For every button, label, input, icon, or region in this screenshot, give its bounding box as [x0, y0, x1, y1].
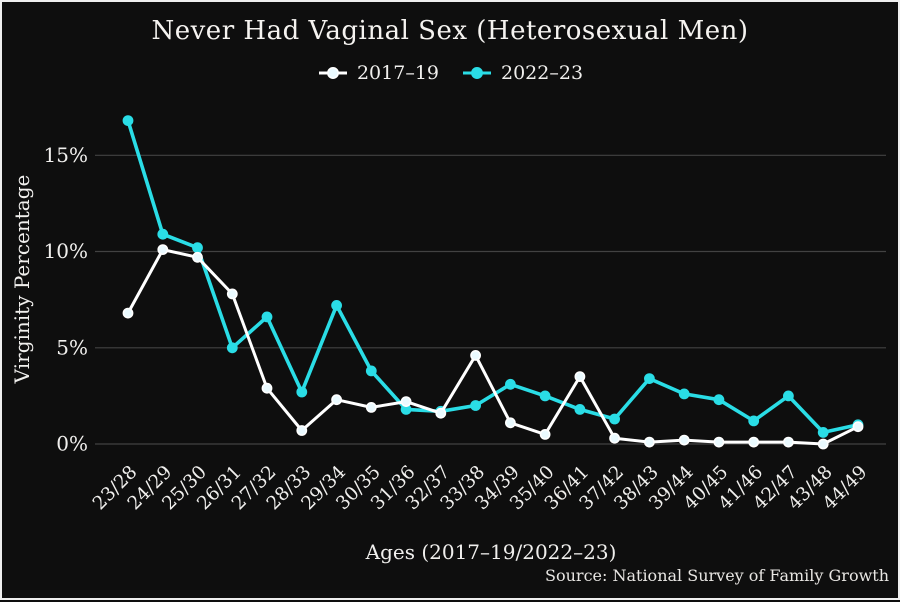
data-point-2022–23: [783, 390, 794, 402]
data-point-2017–19: [435, 407, 447, 419]
data-point-2022–23: [504, 378, 516, 390]
data-point-2017–19: [400, 396, 412, 407]
data-point-2017–19: [470, 349, 481, 361]
data-point-2017–19: [504, 417, 516, 429]
data-point-2022–23: [226, 342, 238, 354]
y-tick-label: 10%: [44, 239, 88, 263]
data-point-2022–23: [574, 403, 586, 415]
data-point-2017–19: [783, 436, 794, 448]
data-point-2017–19: [261, 382, 273, 394]
series-line-2017–19: [126, 248, 860, 446]
source-note: Source: National Survey of Family Growth: [545, 566, 889, 585]
legend-marker-2022-23-icon: [463, 67, 491, 79]
y-axis-title: Virginity Percentage: [10, 174, 34, 384]
legend-item-2022-23: 2022–23: [461, 62, 583, 84]
data-point-2022–23: [157, 228, 169, 240]
data-point-2017–19: [226, 288, 238, 300]
data-point-2017–19: [539, 428, 551, 440]
data-point-2017–19: [192, 251, 203, 263]
chart-title: Never Had Vaginal Sex (Heterosexual Men): [151, 16, 749, 46]
y-tick-label: 0%: [56, 432, 88, 456]
data-point-2017–19: [157, 244, 169, 255]
legend-label-2022-23: 2022–23: [501, 62, 584, 84]
data-point-2017–19: [678, 434, 690, 446]
data-point-2022–23: [331, 299, 342, 311]
y-tick-label: 15%: [44, 143, 88, 167]
data-point-2022–23: [539, 390, 551, 402]
data-point-2017–19: [574, 371, 586, 382]
data-point-2022–23: [470, 400, 481, 411]
data-point-2017–19: [713, 436, 725, 448]
data-point-2022–23: [644, 373, 655, 384]
y-tick-label: 5%: [56, 335, 88, 359]
series-line-2022–23: [126, 118, 860, 435]
data-point-2022–23: [192, 242, 203, 254]
data-point-2017–19: [365, 401, 377, 413]
data-point-2022–23: [678, 388, 690, 400]
data-point-2017–19: [852, 421, 864, 433]
data-point-2017–19: [748, 436, 760, 448]
data-point-2017–19: [644, 436, 655, 448]
x-axis-title: Ages (2017–19/2022–23): [365, 540, 617, 564]
legend: 2017–19 2022–23: [2, 62, 898, 84]
data-point-2022–23: [365, 365, 377, 377]
data-point-2017–19: [817, 438, 829, 450]
data-point-2022–23: [817, 426, 829, 438]
data-point-2022–23: [296, 386, 308, 398]
data-point-2017–19: [122, 307, 134, 319]
legend-item-2017-19: 2017–19: [317, 62, 439, 84]
data-point-2022–23: [261, 311, 273, 323]
data-point-2017–19: [296, 425, 308, 436]
legend-label-2017-19: 2017–19: [356, 62, 439, 84]
legend-marker-2017-19-icon: [318, 67, 347, 79]
data-point-2017–19: [609, 432, 620, 444]
data-point-2022–23: [609, 413, 620, 425]
data-point-2022–23: [122, 115, 134, 126]
data-point-2022–23: [713, 394, 725, 406]
data-point-2022–23: [748, 415, 760, 427]
data-point-2017–19: [331, 394, 342, 406]
